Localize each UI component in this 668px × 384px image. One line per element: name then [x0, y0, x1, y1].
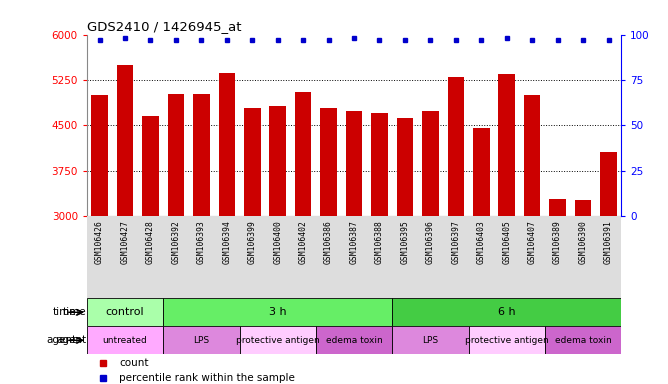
- Bar: [218, 73, 235, 384]
- Text: GSM106407: GSM106407: [528, 220, 536, 264]
- Bar: [392, 326, 468, 354]
- Text: GSM106399: GSM106399: [248, 220, 257, 264]
- Bar: [574, 200, 591, 384]
- Bar: [269, 106, 286, 384]
- Text: GSM106426: GSM106426: [95, 220, 104, 264]
- Text: edema toxin: edema toxin: [554, 336, 611, 345]
- Bar: [87, 326, 163, 354]
- Bar: [163, 298, 392, 326]
- Text: percentile rank within the sample: percentile rank within the sample: [119, 373, 295, 383]
- Bar: [193, 94, 210, 384]
- Text: edema toxin: edema toxin: [326, 336, 382, 345]
- Bar: [168, 94, 184, 384]
- Text: GSM106428: GSM106428: [146, 220, 155, 264]
- Text: GSM106391: GSM106391: [604, 220, 613, 264]
- Text: GDS2410 / 1426945_at: GDS2410 / 1426945_at: [87, 20, 241, 33]
- Text: GSM106387: GSM106387: [349, 220, 359, 264]
- Text: GSM106405: GSM106405: [502, 220, 511, 264]
- Text: GSM106388: GSM106388: [375, 220, 384, 264]
- Bar: [371, 113, 387, 384]
- Bar: [321, 108, 337, 384]
- Text: GSM106395: GSM106395: [400, 220, 409, 264]
- Text: control: control: [106, 307, 144, 317]
- Bar: [244, 108, 261, 384]
- Text: 3 h: 3 h: [269, 307, 287, 317]
- Bar: [498, 74, 515, 384]
- Bar: [240, 326, 316, 354]
- Text: LPS: LPS: [422, 336, 438, 345]
- Bar: [545, 326, 621, 354]
- Text: GSM106394: GSM106394: [222, 220, 231, 264]
- Bar: [468, 326, 545, 354]
- Bar: [549, 199, 566, 384]
- Text: LPS: LPS: [193, 336, 209, 345]
- Text: untreated: untreated: [103, 336, 148, 345]
- Text: count: count: [119, 358, 148, 368]
- Text: protective antigen: protective antigen: [465, 336, 548, 345]
- Text: 6 h: 6 h: [498, 307, 516, 317]
- Bar: [316, 326, 392, 354]
- Text: protective antigen: protective antigen: [236, 336, 319, 345]
- Text: agent: agent: [46, 335, 76, 345]
- Bar: [163, 326, 240, 354]
- Text: GSM106403: GSM106403: [477, 220, 486, 264]
- Bar: [392, 298, 621, 326]
- Text: GSM106427: GSM106427: [120, 220, 130, 264]
- Text: GSM106397: GSM106397: [452, 220, 460, 264]
- Text: GSM106402: GSM106402: [299, 220, 308, 264]
- Bar: [422, 111, 439, 384]
- Text: GSM106386: GSM106386: [324, 220, 333, 264]
- Bar: [397, 118, 413, 384]
- Text: time: time: [63, 307, 86, 317]
- Text: GSM106396: GSM106396: [426, 220, 435, 264]
- Bar: [473, 128, 490, 384]
- Bar: [295, 92, 311, 384]
- Text: agent: agent: [56, 335, 86, 345]
- Bar: [117, 65, 134, 384]
- Text: GSM106392: GSM106392: [172, 220, 180, 264]
- Bar: [92, 95, 108, 384]
- Text: GSM106400: GSM106400: [273, 220, 282, 264]
- Bar: [87, 298, 163, 326]
- Bar: [601, 152, 617, 384]
- Bar: [346, 111, 362, 384]
- Text: GSM106390: GSM106390: [578, 220, 588, 264]
- Text: time: time: [53, 307, 76, 317]
- Bar: [524, 95, 540, 384]
- Bar: [142, 116, 159, 384]
- Text: GSM106389: GSM106389: [553, 220, 562, 264]
- Bar: [448, 77, 464, 384]
- Text: GSM106393: GSM106393: [197, 220, 206, 264]
